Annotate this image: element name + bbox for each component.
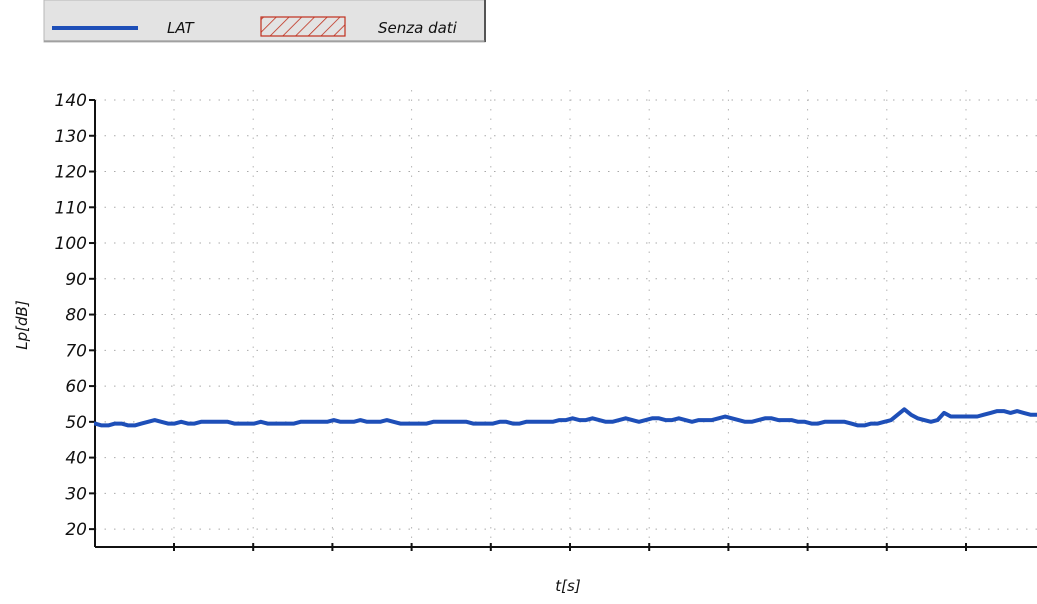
y-tick-label-120: 120	[55, 163, 87, 183]
y-tick-label-40: 40	[65, 449, 87, 469]
y-tick-label-130: 130	[55, 127, 87, 147]
legend-label-lat: LAT	[167, 19, 196, 37]
series	[94, 407, 1037, 428]
series-line-lat	[94, 407, 1037, 428]
grid	[95, 90, 1037, 547]
y-axis-title: Lp[dB]	[13, 300, 31, 350]
y-tick-label-90: 90	[65, 270, 87, 290]
x-axis-title: t[s]	[555, 577, 581, 595]
y-tick-label-30: 30	[65, 484, 87, 504]
y-tick-label-100: 100	[55, 234, 87, 254]
y-tick-label-80: 80	[65, 306, 87, 326]
y-tick-label-20: 20	[65, 520, 87, 540]
axes	[94, 100, 1037, 548]
y-ticks: 20 30 40 50 60 70 80 90 100 110 120 130 140	[55, 91, 95, 540]
y-tick-label-60: 60	[65, 377, 87, 397]
y-tick-label-140: 140	[55, 91, 87, 111]
legend-label-senza-dati: Senza dati	[378, 19, 458, 37]
y-tick-label-70: 70	[65, 341, 87, 361]
x-ticks	[173, 543, 967, 551]
legend-swatch-senza-dati	[260, 16, 346, 37]
legend: LAT Senza dati	[43, 0, 486, 43]
y-tick-label-110: 110	[55, 198, 87, 218]
y-tick-label-50: 50	[65, 413, 87, 433]
